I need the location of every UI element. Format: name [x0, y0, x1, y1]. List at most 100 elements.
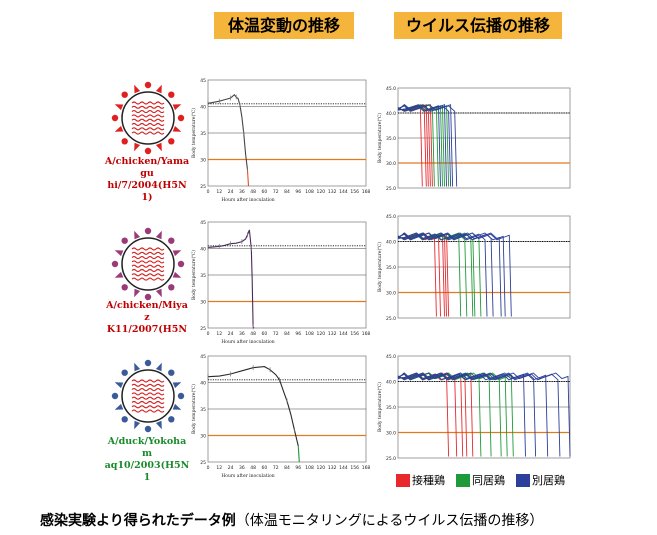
- x-tick-label: 36: [239, 465, 245, 471]
- y-tick-label: 40.0: [386, 111, 396, 117]
- y-tick-label: 40: [200, 105, 206, 111]
- virus-rna-strand: [131, 131, 165, 135]
- chicken-temperature-line: [397, 232, 488, 317]
- x-tick-label: 60: [262, 189, 268, 195]
- x-tick-label: 0: [207, 331, 210, 337]
- y-tick-label: 35: [200, 407, 206, 413]
- virus-spike: [168, 416, 175, 423]
- virus-rna-strand: [131, 268, 165, 273]
- legend-swatch-green: [456, 474, 470, 487]
- legend-swatch-blue: [516, 474, 530, 487]
- x-tick-label: 48: [250, 331, 256, 337]
- virus-spike: [172, 104, 182, 111]
- y-tick-label: 30: [200, 434, 206, 440]
- virus-spike: [172, 403, 182, 410]
- virus-icon-2: [111, 227, 185, 301]
- virus-spike: [168, 369, 175, 376]
- chicken-temperature-line: [397, 232, 506, 317]
- chicken-temperature-line: [397, 372, 561, 457]
- virus-spike: [155, 84, 162, 94]
- y-tick-label: 40: [200, 381, 206, 387]
- chicken-temperature-line: [397, 232, 512, 317]
- x-tick-label: 156: [350, 465, 359, 471]
- virus-spike: [121, 138, 128, 145]
- y-tick-label: 45.0: [386, 214, 396, 220]
- y-tick-label: 30: [200, 158, 206, 164]
- legend-item-cohoused: 同居鶏: [456, 474, 505, 488]
- x-tick-label: 144: [339, 331, 348, 337]
- header-body-temperature: 体温変動の推移: [214, 12, 354, 39]
- y-tick-label: 45.0: [386, 86, 396, 92]
- x-tick-label: 36: [239, 189, 245, 195]
- virus-spike: [172, 125, 182, 132]
- virus-spike: [144, 293, 152, 301]
- mortality-drop-line: [252, 326, 255, 329]
- x-tick-label: 120: [317, 331, 326, 337]
- virus-rna-strand: [131, 379, 165, 383]
- virus-spike: [134, 362, 141, 372]
- x-tick-label: 60: [262, 465, 268, 471]
- virus-rna-strand: [131, 127, 165, 131]
- virus-spike: [168, 138, 175, 145]
- x-tick-label: 36: [239, 331, 245, 337]
- x-tick-label: 132: [328, 331, 337, 337]
- x-tick-label: 168: [362, 189, 370, 195]
- virus-spike: [177, 114, 185, 122]
- x-tick-label: 120: [317, 465, 326, 471]
- y-tick-label: 35.0: [386, 265, 396, 271]
- virus-rna-strand: [131, 383, 165, 387]
- virus-spike: [134, 230, 141, 240]
- virus-strain-label-1: A/chicken/Yamagu hi/7/2004(H5N1): [104, 156, 190, 203]
- virus-spike: [144, 227, 152, 235]
- virus-spike: [168, 91, 175, 98]
- x-axis-label: Hours after inoculation: [221, 197, 274, 203]
- virus-spike: [114, 250, 124, 257]
- virus-rna-strand: [131, 392, 165, 396]
- y-tick-label: 45: [200, 354, 206, 360]
- x-tick-label: 84: [284, 189, 290, 195]
- chicken-temperature-line: [397, 372, 571, 457]
- caption-bold: 感染実験より得られたデータ例: [40, 513, 236, 529]
- virus-rna-strand: [131, 110, 165, 114]
- x-tick-label: 72: [273, 465, 279, 471]
- virus-spike: [114, 125, 124, 132]
- y-tick-label: 25: [200, 460, 206, 466]
- x-tick-label: 156: [350, 331, 359, 337]
- virus-rna-strand: [131, 264, 165, 268]
- x-tick-label: 84: [284, 465, 290, 471]
- virus-spike: [155, 288, 162, 298]
- x-tick-label: 48: [250, 465, 256, 471]
- virus-rna-strand: [131, 388, 165, 392]
- virus-rna-strand: [131, 118, 165, 122]
- y-tick-label: 25.0: [386, 316, 396, 322]
- x-tick-label: 156: [350, 189, 359, 195]
- virus-spike: [111, 114, 119, 122]
- x-tick-label: 96: [295, 331, 301, 337]
- body-temperature-chart-1: 45 40 35 30 25 Body temperature(℃) 0 12 24 36 48 60…: [190, 78, 370, 203]
- virus-spike: [114, 104, 124, 111]
- x-tick-label: 60: [262, 331, 268, 337]
- y-tick-label: 45: [200, 78, 206, 84]
- virus-spike: [134, 84, 141, 94]
- y-tick-label: 35.0: [386, 136, 396, 142]
- x-tick-label: 132: [328, 189, 337, 195]
- y-tick-label: 35: [200, 273, 206, 279]
- virus-spike: [172, 271, 182, 278]
- virus-rna-strand: [131, 405, 165, 409]
- y-tick-label: 30.0: [386, 431, 396, 437]
- virus-spike: [111, 260, 119, 268]
- virus-rna-strand: [131, 251, 165, 255]
- virus-envelope: [121, 369, 175, 423]
- figure-caption: 感染実験より得られたデータ例（体温モニタリングによるウイルス伝播の推移）: [40, 510, 543, 530]
- virus-spike: [114, 271, 124, 278]
- x-tick-label: 120: [317, 189, 326, 195]
- x-tick-label: 84: [284, 331, 290, 337]
- legend-swatch-red: [396, 474, 410, 487]
- y-tick-label: 40.0: [386, 380, 396, 386]
- mortality-drop-line: [246, 170, 250, 187]
- x-tick-label: 144: [339, 189, 348, 195]
- y-tick-label: 25: [200, 184, 206, 190]
- x-tick-label: 168: [362, 465, 370, 471]
- transmission-chart-1: 45.0 40.0 35.0 30.0 25.0 Body temperature(℃): [376, 86, 571, 192]
- x-tick-label: 0: [207, 465, 210, 471]
